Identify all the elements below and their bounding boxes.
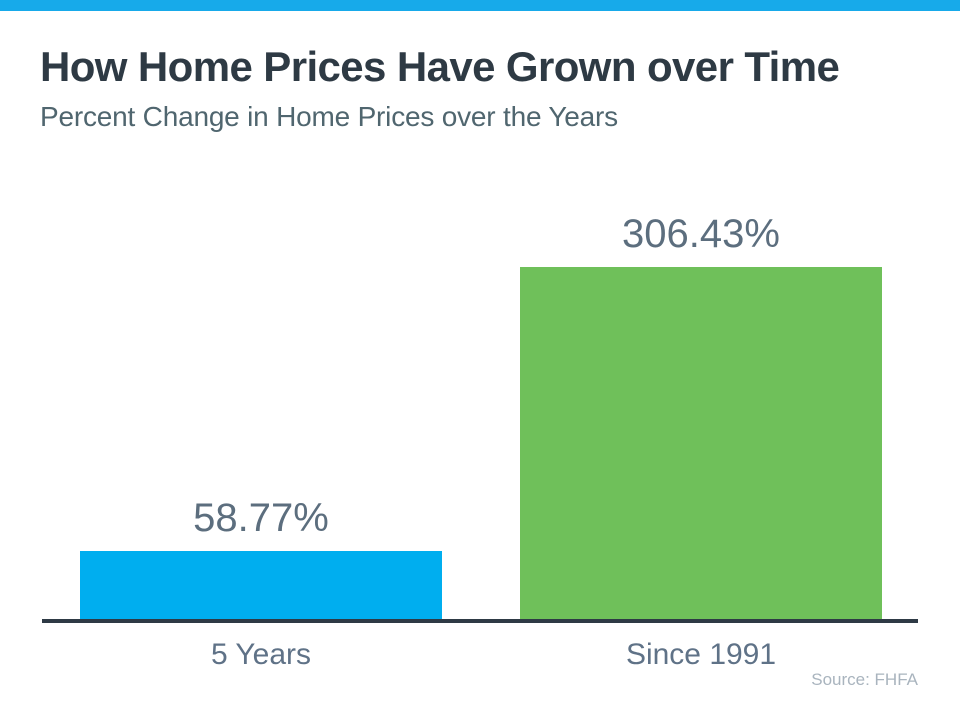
bar-since-1991 — [520, 267, 882, 619]
x-axis-line — [42, 619, 918, 623]
x-axis-label-5-years: 5 Years — [210, 638, 312, 671]
bar-value-label-since-1991: 306.43% — [622, 212, 780, 256]
bar-5-years — [80, 551, 442, 619]
bar-value-label-5-years: 58.77% — [193, 496, 329, 540]
chart-subtitle: Percent Change in Home Prices over the Y… — [40, 101, 618, 132]
top-accent-bar — [0, 0, 960, 11]
bar-group-since-1991: 306.43% — [520, 214, 882, 619]
x-axis-labels: 5 Years Since 1991 — [80, 640, 882, 670]
bar-group-5-years: 58.77% — [80, 498, 442, 619]
plot-area: 58.77% 306.43% — [80, 0, 882, 619]
x-axis-label-since-1991: Since 1991 — [625, 638, 777, 671]
chart-title: How Home Prices Have Grown over Time — [40, 43, 840, 90]
source-attribution: Source: FHFA — [811, 670, 918, 689]
